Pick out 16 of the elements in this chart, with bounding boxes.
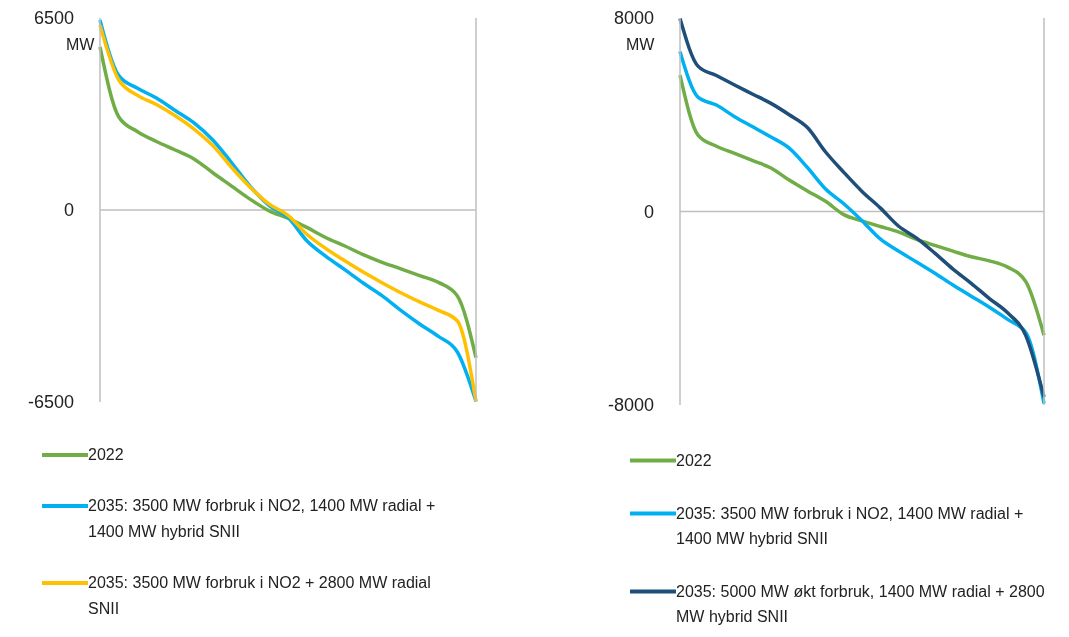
line-series <box>678 73 1046 338</box>
legend-label: 2035: 3500 MW forbruk i NO2 + 2800 MW radial SNII <box>88 573 432 619</box>
y-axis-title: MW <box>626 36 655 54</box>
legend-label: 2035: 3500 MW forbruk i NO2, 1400 MW radial + 1400 MW hybrid SNII <box>676 504 1025 549</box>
y-axis-title: MW <box>66 36 95 54</box>
y-tick-label: 6500 <box>33 8 74 29</box>
y-tick-label: 8000 <box>613 8 654 29</box>
y-tick-label: -8000 <box>607 395 654 416</box>
y-tick-label: 0 <box>643 201 654 222</box>
y-tick-label: 0 <box>63 200 74 221</box>
y-tick-label: -6500 <box>27 392 74 413</box>
legend-label: 2022 <box>88 445 125 465</box>
legend-label: 2035: 3500 MW forbruk i NO2, 1400 MW radial + 1400 MW hybrid SNII <box>88 496 437 542</box>
legend-label: 2022 <box>676 451 713 471</box>
legend-label: 2035: 5000 MW økt forbruk, 1400 MW radial + 2800 MW hybrid SNII <box>676 582 1046 627</box>
line-series <box>98 45 478 360</box>
